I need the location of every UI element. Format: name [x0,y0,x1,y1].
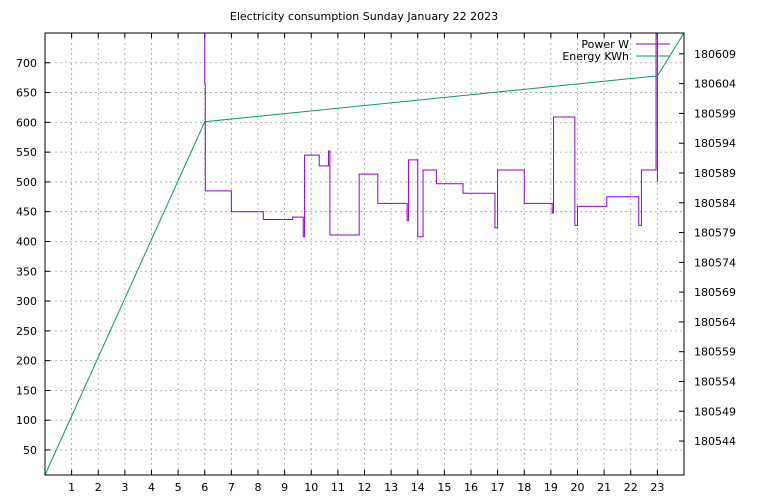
y2-tick-label: 180584 [694,197,736,210]
x-tick-label: 10 [304,481,318,494]
y2-tick-label: 180549 [694,405,736,418]
x-tick-label: 18 [517,481,531,494]
legend-label: Power W [581,38,629,51]
grid [45,33,684,475]
x-tick-label: 15 [437,481,451,494]
x-tick-label: 13 [384,481,398,494]
x-tick-label: 12 [358,481,372,494]
y2-tick-label: 180569 [694,286,736,299]
x-tick-label: 16 [464,481,478,494]
y-tick-label: 350 [16,265,37,278]
y-tick-label: 700 [16,57,37,70]
x-tick-label: 9 [281,481,288,494]
x-tick-label: 6 [201,481,208,494]
series-lines [44,32,685,476]
y-tick-label: 550 [16,146,37,159]
x-tick-label: 23 [650,481,664,494]
y-tick-label: 650 [16,87,37,100]
x-tick-label: 14 [411,481,425,494]
legend-label: Energy KWh [562,50,629,63]
x-tick-label: 22 [624,481,638,494]
y-axis-tick-labels: 50 100 150 200 250 300 350 400 450 500 550 600 650 70… [16,57,37,457]
y2-tick-label: 180559 [694,346,736,359]
x-tick-label: 19 [544,481,558,494]
x-tick-label: 5 [175,481,182,494]
y2-tick-label: 180579 [694,227,736,240]
y2-tick-label: 180594 [694,137,736,150]
y2-tick-label: 180544 [694,435,736,448]
x-tick-label: 4 [148,481,155,494]
chart-title: Electricity consumption Sunday January 2… [230,10,498,23]
x-tick-label: 21 [597,481,611,494]
y2-tick-label: 180564 [694,316,736,329]
y2-tick-label: 180599 [694,107,736,120]
y-tick-label: 450 [16,206,37,219]
y2-tick-label: 180554 [694,375,736,388]
x-tick-label: 7 [228,481,235,494]
x-tick-label: 20 [571,481,585,494]
x-tick-label: 11 [331,481,345,494]
y-tick-label: 200 [16,355,37,368]
y-tick-label: 50 [23,444,37,457]
axis-ticks [45,33,684,475]
y-tick-label: 100 [16,414,37,427]
x-tick-label: 2 [95,481,102,494]
x-tick-label: 17 [491,481,505,494]
y2-axis-tick-labels: 180544 180549 180554 180559 180564 180569 1805… [694,48,736,448]
y-tick-label: 150 [16,384,37,397]
y2-tick-label: 180609 [694,48,736,61]
y2-tick-label: 180574 [694,256,736,269]
y-tick-label: 250 [16,325,37,338]
y2-tick-label: 180604 [694,78,736,91]
series-line-energy-kwh [44,32,685,476]
x-axis-tick-labels: 1 2 3 4 5 6 7 8 9 10 11 12 13 14 15 16 17 18 19 20 21 22 23 [68,481,664,494]
x-tick-label: 1 [68,481,75,494]
y-tick-label: 400 [16,235,37,248]
y-tick-label: 600 [16,116,37,129]
y-tick-label: 500 [16,176,37,189]
x-tick-label: 3 [121,481,128,494]
plot-area-border [44,32,685,476]
series-line-power-w [204,32,658,238]
x-tick-label: 8 [255,481,262,494]
y-tick-label: 300 [16,295,37,308]
y2-tick-label: 180589 [694,167,736,180]
